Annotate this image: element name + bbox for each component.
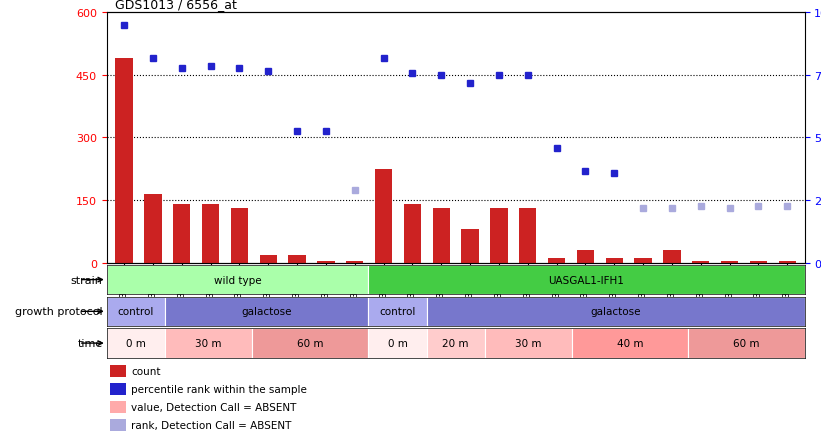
Bar — [107, 265, 369, 295]
Bar — [577, 250, 594, 263]
Bar — [692, 261, 709, 263]
Bar — [427, 329, 484, 358]
Text: control: control — [117, 307, 154, 316]
Bar — [778, 261, 796, 263]
Text: 60 m: 60 m — [733, 339, 759, 348]
Bar — [635, 259, 652, 263]
Bar — [750, 262, 767, 263]
Bar — [375, 169, 392, 263]
Bar — [572, 329, 688, 358]
Text: rank, Detection Call = ABSENT: rank, Detection Call = ABSENT — [131, 420, 291, 430]
Text: control: control — [379, 307, 415, 316]
Text: galactose: galactose — [241, 307, 292, 316]
Bar — [259, 256, 277, 263]
Bar — [369, 329, 427, 358]
Bar — [107, 297, 165, 326]
Bar — [173, 205, 190, 263]
Bar — [231, 209, 248, 263]
Bar — [116, 59, 133, 263]
Text: 0 m: 0 m — [388, 339, 407, 348]
Bar — [404, 205, 421, 263]
Bar — [107, 329, 165, 358]
Bar — [110, 419, 126, 431]
Bar — [663, 250, 681, 263]
Bar — [110, 401, 126, 413]
Bar — [519, 209, 536, 263]
Bar — [490, 209, 507, 263]
Bar — [433, 209, 450, 263]
Text: count: count — [131, 366, 161, 376]
Bar — [461, 230, 479, 263]
Bar — [606, 259, 623, 263]
Text: GDS1013 / 6556_at: GDS1013 / 6556_at — [115, 0, 236, 11]
Bar — [288, 256, 305, 263]
Bar — [427, 297, 805, 326]
Text: UASGAL1-IFH1: UASGAL1-IFH1 — [548, 275, 625, 285]
Bar — [369, 265, 805, 295]
Bar — [144, 194, 162, 263]
Text: percentile rank within the sample: percentile rank within the sample — [131, 384, 307, 394]
Bar — [165, 297, 369, 326]
Text: value, Detection Call = ABSENT: value, Detection Call = ABSENT — [131, 402, 296, 412]
Text: 30 m: 30 m — [515, 339, 542, 348]
Text: wild type: wild type — [213, 275, 261, 285]
Bar — [688, 329, 805, 358]
Bar — [110, 384, 126, 395]
Bar — [721, 262, 738, 263]
Bar — [252, 329, 369, 358]
Text: growth protocol: growth protocol — [15, 307, 103, 316]
Text: galactose: galactose — [590, 307, 641, 316]
Bar — [110, 365, 126, 377]
Text: 0 m: 0 m — [126, 339, 146, 348]
Text: time: time — [77, 339, 103, 348]
Bar — [346, 262, 364, 263]
Text: 40 m: 40 m — [617, 339, 644, 348]
Bar — [369, 297, 427, 326]
Bar — [484, 329, 572, 358]
Bar — [317, 262, 334, 263]
Text: strain: strain — [71, 275, 103, 285]
Bar — [548, 258, 565, 263]
Text: 30 m: 30 m — [195, 339, 222, 348]
Bar — [202, 205, 219, 263]
Text: 60 m: 60 m — [297, 339, 323, 348]
Bar — [165, 329, 252, 358]
Text: 20 m: 20 m — [443, 339, 469, 348]
